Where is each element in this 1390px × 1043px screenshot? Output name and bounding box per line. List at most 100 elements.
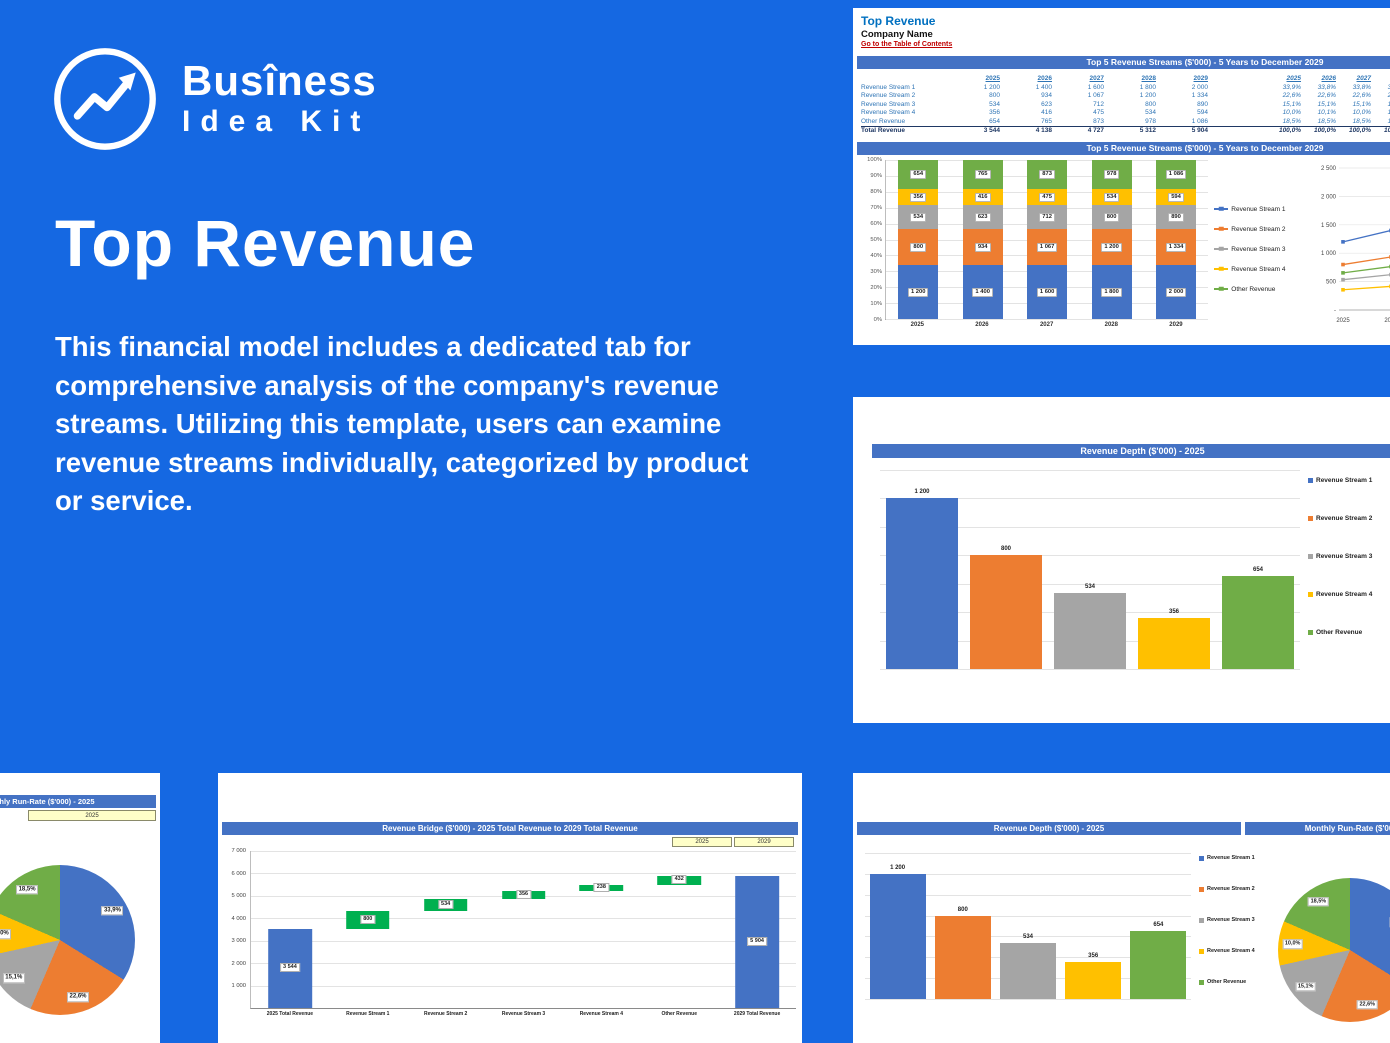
legend-marker bbox=[1308, 516, 1313, 521]
legend-item: Revenue Stream 1 bbox=[1308, 477, 1390, 484]
legend-item: Revenue Stream 4 bbox=[1214, 266, 1309, 273]
cell-pct: 33,8% bbox=[1352, 83, 1371, 91]
row-label: Revenue Stream 2 bbox=[861, 92, 916, 100]
legend-marker bbox=[1214, 246, 1229, 252]
pie-slice-label: 33,9% bbox=[101, 906, 124, 916]
axis-tick: 2029 bbox=[1169, 322, 1183, 328]
segment-value-label: 890 bbox=[1168, 212, 1184, 222]
year-header: 2026 bbox=[1037, 74, 1052, 82]
legend-item: Revenue Stream 1 bbox=[1214, 206, 1309, 213]
legend-label: Revenue Stream 2 bbox=[1316, 515, 1373, 522]
cell-pct: 18,4% bbox=[1371, 118, 1390, 125]
segment-value-label: 594 bbox=[1168, 192, 1184, 202]
legend-marker bbox=[1214, 266, 1229, 272]
year-header: 2027 bbox=[1089, 74, 1104, 82]
table-row: Revenue Stream 2 800 934 1 067 1 200 1 334 22,… bbox=[861, 92, 1390, 101]
cell-pct: 18,5% bbox=[1282, 117, 1301, 125]
axis-tick: 2025 bbox=[910, 322, 924, 328]
axis-tick: 2027 bbox=[1039, 322, 1054, 328]
stacked-bar: 1 400 934 623 416 765 bbox=[962, 160, 1003, 319]
legend-item: Revenue Stream 2 bbox=[1199, 886, 1263, 892]
cell-value: 890 bbox=[1197, 100, 1208, 108]
axis-tick: 3 000 bbox=[231, 938, 246, 945]
axis-tick: 80% bbox=[870, 189, 882, 195]
axis-tick: 40% bbox=[870, 253, 882, 259]
pie-slice-label: 18,5% bbox=[16, 885, 39, 895]
x-axis: 2025 Total Revenue Revenue Stream 1 Revenu… bbox=[251, 1008, 796, 1017]
bar-value-label: 654 bbox=[1153, 921, 1164, 928]
x-axis: 2025 2026 2027 2028 2029 bbox=[885, 320, 1208, 328]
bar bbox=[869, 873, 926, 999]
bar-segment: 534 bbox=[898, 205, 939, 230]
legend-label: Revenue Stream 1 bbox=[1316, 477, 1373, 484]
legend-marker bbox=[1214, 206, 1229, 212]
svg-text:2026: 2026 bbox=[1384, 318, 1390, 324]
spreadsheet-panel: Top Revenue Company Name Go to the Table… bbox=[853, 8, 1390, 345]
bar-value-label: 1 200 bbox=[914, 489, 930, 496]
revenue-bridge-panel: Revenue Bridge ($'000) - 2025 Total Reve… bbox=[218, 773, 802, 1043]
cell-pct: 33,9% bbox=[1371, 84, 1390, 91]
page-description: This financial model includes a dedicate… bbox=[55, 331, 749, 516]
axis-tick: 90% bbox=[870, 173, 882, 179]
segment-value-label: 800 bbox=[910, 242, 927, 252]
cell-value: 2 000 bbox=[1191, 83, 1208, 91]
segment-value-label: 1 086 bbox=[1165, 170, 1187, 180]
cell-value: 5 904 bbox=[1191, 126, 1208, 134]
legend-marker bbox=[1308, 630, 1313, 635]
bar-value-label: 800 bbox=[360, 914, 376, 924]
stacked-bar: 1 600 1 067 712 475 873 bbox=[1027, 160, 1068, 319]
bar-value-label: 800 bbox=[1000, 546, 1012, 553]
axis-tick: Revenue Stream 3 bbox=[501, 1011, 546, 1017]
legend-marker bbox=[1199, 917, 1204, 923]
axis-tick: 10% bbox=[870, 301, 882, 307]
svg-text:500: 500 bbox=[1326, 280, 1337, 286]
axis-tick: 7 000 bbox=[231, 848, 246, 854]
cell-pct: 15,1% bbox=[1317, 100, 1336, 108]
y-axis: 7 000 6 000 5 000 4 000 3 000 2 000 1 000 bbox=[224, 848, 250, 1009]
segment-value-label: 765 bbox=[974, 170, 991, 180]
bar-segment: 623 bbox=[962, 205, 1003, 230]
year-header: 2026 bbox=[1321, 74, 1336, 82]
segment-value-label: 356 bbox=[910, 192, 927, 202]
year-select-cell[interactable]: 2025 bbox=[28, 810, 156, 821]
pie-slice-label: 15,1% bbox=[1295, 982, 1316, 992]
legend-item: Revenue Stream 4 bbox=[1308, 591, 1390, 598]
svg-text:2 000: 2 000 bbox=[1321, 194, 1337, 200]
year-from-cell[interactable]: 2025 bbox=[672, 837, 732, 847]
toc-link[interactable]: Go to the Table of Contents bbox=[861, 41, 953, 48]
cell-value: 1 600 bbox=[1087, 83, 1104, 91]
cell-pct: 15,1% bbox=[1371, 101, 1390, 108]
axis-tick: Revenue Stream 2 bbox=[423, 1011, 468, 1017]
year-to-cell[interactable]: 2029 bbox=[734, 837, 794, 847]
bar-segment: 1 200 bbox=[1091, 229, 1132, 266]
depth-runrate-panel: Revenue Depth ($'000) - 2025 Monthly Run… bbox=[853, 773, 1390, 1043]
chart-header: Top 5 Revenue Streams ($'000) - 5 Years … bbox=[857, 142, 1390, 155]
bar-segment: 1 334 bbox=[1156, 229, 1197, 266]
axis-tick: 2029 Total Revenue bbox=[733, 1011, 781, 1017]
axis-tick: 2026 bbox=[975, 322, 989, 328]
bar bbox=[999, 943, 1057, 999]
cell-value: 800 bbox=[1145, 100, 1156, 108]
legend-item: Other Revenue bbox=[1308, 629, 1390, 636]
legend-marker bbox=[1308, 478, 1313, 483]
page-title: Top Revenue bbox=[55, 206, 476, 280]
bar-value-label: 1 200 bbox=[890, 864, 906, 871]
bar-segment: 934 bbox=[962, 229, 1003, 266]
pie-slice-label: 22,6% bbox=[66, 992, 89, 1002]
cell-value: 1 086 bbox=[1191, 117, 1208, 125]
bar-segment: 890 bbox=[1156, 205, 1197, 230]
cell-value: 1 400 bbox=[1035, 83, 1052, 91]
stacked-bar: 2 000 1 334 890 594 1 086 bbox=[1156, 160, 1197, 319]
cell-value: 4 138 bbox=[1035, 126, 1052, 134]
segment-value-label: 1 800 bbox=[1101, 287, 1122, 297]
legend-item: Revenue Stream 1 bbox=[1199, 855, 1263, 861]
legend-item: Other Revenue bbox=[1199, 979, 1263, 985]
bar-value-label: 356 bbox=[515, 889, 532, 899]
cell-value: 1 334 bbox=[1191, 92, 1208, 100]
brand-name: Busîness Idea Kit bbox=[182, 58, 377, 139]
segment-value-label: 416 bbox=[974, 192, 991, 202]
segment-value-label: 475 bbox=[1039, 192, 1055, 202]
cell-pct: 100,0% bbox=[1348, 126, 1371, 134]
bar bbox=[934, 915, 991, 999]
